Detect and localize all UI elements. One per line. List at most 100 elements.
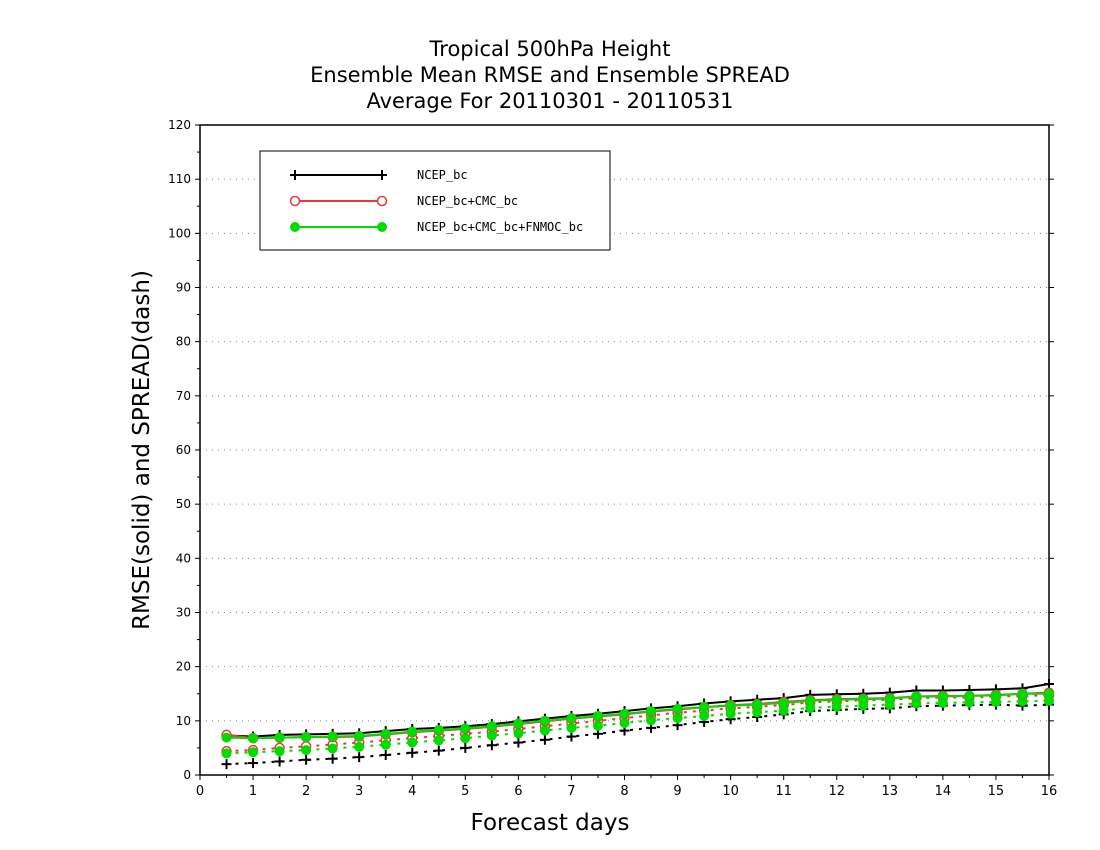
legend-marker-left-0 — [290, 170, 300, 180]
spread-point-2 — [619, 718, 630, 728]
x-tick-label: 2 — [302, 784, 310, 799]
spread-point-0 — [380, 749, 391, 760]
rmse-point-2 — [1017, 688, 1028, 699]
rmse-point-2 — [884, 693, 895, 704]
rmse-point-2 — [513, 718, 524, 729]
y-tick-label: 40 — [176, 551, 191, 565]
x-tick-label: 3 — [355, 784, 363, 799]
rmse-point-2 — [937, 691, 948, 702]
y-tick-label: 110 — [168, 172, 191, 186]
spread-point-2 — [699, 710, 710, 721]
spread-point-2 — [274, 746, 285, 757]
spread-point-2 — [354, 741, 365, 752]
rmse-point-2 — [592, 710, 603, 721]
spread-point-0 — [407, 747, 418, 758]
series-rmse-line-1 — [226, 691, 1050, 740]
legend-label-2: NCEP_bc+CMC_bc+FNMOC_bc — [417, 220, 583, 234]
legend-marker-left-1 — [289, 195, 301, 207]
rmse-point-2 — [539, 715, 550, 726]
spread-point-0 — [301, 754, 312, 765]
spread-point-0 — [274, 756, 285, 767]
x-axis-title: Forecast days — [470, 810, 630, 836]
rmse-point-2 — [699, 702, 710, 713]
x-tick-label: 4 — [408, 784, 416, 799]
spread-point-0 — [248, 758, 259, 769]
spread-point-2 — [248, 747, 259, 758]
rmse-point-2 — [380, 728, 391, 739]
spread-point-2 — [539, 725, 550, 736]
spread-point-2 — [380, 739, 391, 750]
y-tick-label: 0 — [183, 768, 191, 782]
rmse-point-2 — [752, 699, 763, 710]
spread-point-2 — [407, 737, 418, 748]
spread-point-0 — [539, 734, 550, 745]
y-tick-label: 70 — [176, 389, 191, 403]
rmse-point-2 — [990, 690, 1001, 701]
rmse-point-2 — [964, 690, 975, 701]
rmse-point-2 — [354, 731, 365, 741]
x-tick-label: 1 — [249, 784, 257, 799]
rmse-point-2 — [460, 723, 471, 734]
spread-point-2 — [672, 713, 683, 724]
y-tick-label: 20 — [176, 660, 191, 674]
series-spread-line-2 — [226, 699, 1050, 755]
legend-marker-left-2 — [290, 222, 300, 232]
spread-point-2 — [592, 720, 603, 731]
chart-title-line-1: Tropical 500hPa Height — [429, 37, 671, 61]
x-tick-label: 12 — [828, 784, 845, 799]
spread-point-2 — [221, 748, 232, 759]
x-tick-label: 8 — [620, 784, 628, 799]
rmse-point-2 — [433, 725, 444, 736]
spread-point-2 — [486, 730, 497, 741]
spread-point-2 — [433, 735, 444, 746]
spread-point-0 — [486, 740, 497, 751]
rmse-point-0 — [1044, 679, 1054, 689]
y-tick-label: 10 — [176, 714, 191, 728]
y-tick-label: 80 — [176, 335, 191, 349]
y-axis-title: RMSE(solid) and SPREAD(dash) — [128, 270, 155, 630]
x-tick-label: 14 — [935, 784, 952, 799]
spread-point-2 — [327, 743, 338, 754]
x-tick-label: 7 — [567, 784, 575, 799]
y-tick-label: 30 — [176, 606, 191, 620]
rmse-point-2 — [646, 706, 657, 717]
rmse-point-2 — [911, 691, 922, 702]
spread-point-2 — [646, 715, 657, 726]
spread-point-0 — [460, 742, 471, 753]
spread-point-0 — [566, 731, 577, 742]
spread-point-2 — [566, 722, 577, 733]
y-tick-label: 50 — [176, 497, 191, 511]
x-tick-label: 10 — [722, 784, 739, 799]
series-rmse-line-0 — [226, 683, 1050, 738]
legend-marker-right-2 — [377, 222, 387, 232]
spread-point-0 — [513, 737, 524, 748]
spread-point-0 — [354, 752, 365, 763]
series-rmse-line-2 — [226, 692, 1049, 740]
spread-point-0 — [327, 753, 338, 764]
legend-marker-right-1 — [376, 195, 388, 207]
y-tick-label: 60 — [176, 443, 191, 457]
x-tick-label: 11 — [775, 784, 792, 799]
rmse-point-2 — [778, 697, 789, 708]
rmse-point-2 — [619, 708, 630, 719]
legend: NCEP_bc NCEP_bc+CMC_bc NCEP_bc+CMC_bc+FNMO… — [259, 150, 611, 251]
x-tick-label: 0 — [196, 784, 204, 799]
rmse-point-2 — [566, 713, 577, 724]
rmse-point-2 — [221, 732, 232, 743]
rmse-point-2 — [274, 732, 285, 743]
chart-title-line-2: Ensemble Mean RMSE and Ensemble SPREAD — [310, 63, 790, 87]
x-tick-label: 9 — [673, 784, 681, 799]
x-tick-label: 6 — [514, 784, 522, 799]
x-tick-label: 15 — [988, 784, 1005, 799]
series-spread-line-1 — [226, 694, 1050, 753]
spread-point-0 — [433, 745, 444, 756]
rmse-point-2 — [725, 700, 736, 711]
rmse-point-2 — [831, 694, 842, 705]
rmse-point-2 — [486, 721, 497, 732]
x-tick-label: 5 — [461, 784, 469, 799]
rmse-point-2 — [805, 695, 816, 706]
spread-point-0 — [221, 759, 232, 770]
rmse-point-2 — [858, 694, 869, 705]
rmse-point-2 — [327, 731, 338, 742]
